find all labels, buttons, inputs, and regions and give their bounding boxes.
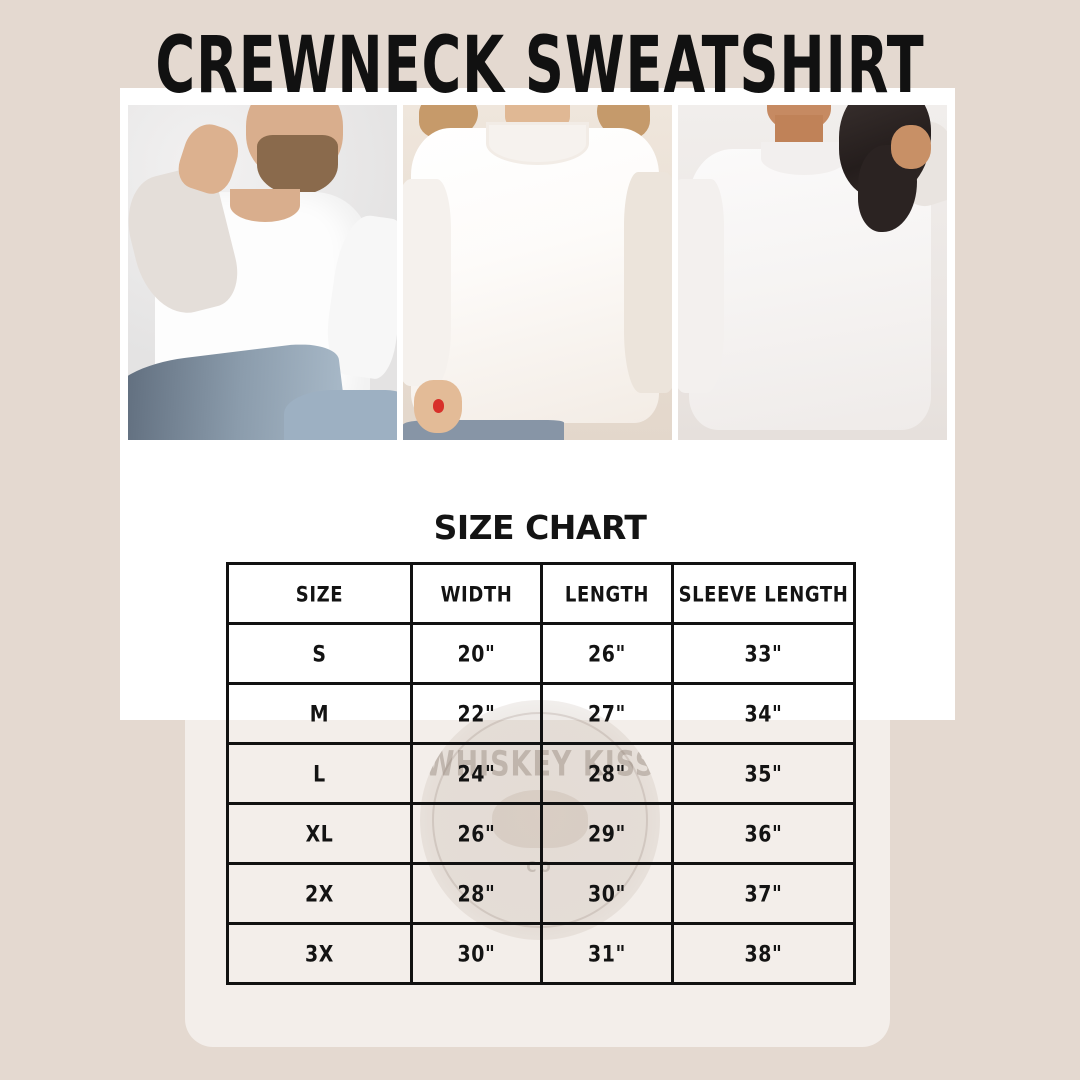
size-chart-heading: SIZE CHART (433, 508, 647, 547)
cell-length: 27" (540, 680, 674, 747)
photo-sweatshirt (411, 128, 659, 424)
size-chart-table: SIZE WIDTH LENGTH SLEEVE LENGTH S 20" 26… (226, 560, 856, 987)
cell-sleeve: 35" (671, 740, 856, 807)
cell-size: 3X (226, 920, 413, 987)
table-row: 3X 30" 31" 38" (226, 920, 856, 987)
column-header-width: WIDTH (410, 560, 543, 627)
cell-sleeve: 37" (671, 860, 856, 927)
cell-sleeve: 34" (671, 680, 856, 747)
photo-red-nail (432, 399, 445, 414)
column-header-sleeve-length: SLEEVE LENGTH (671, 560, 856, 627)
table-row: S 20" 26" 33" (226, 620, 856, 687)
photo-neckline (486, 121, 590, 165)
table-row: L 24" 28" 35" (226, 740, 856, 807)
product-photo-woman-torso (403, 105, 672, 440)
cell-width: 30" (410, 920, 543, 987)
cell-sleeve: 33" (671, 620, 856, 687)
table-header-row: SIZE WIDTH LENGTH SLEEVE LENGTH (226, 560, 856, 627)
table-row: XL 26" 29" 36" (226, 800, 856, 867)
cell-size: 2X (226, 860, 413, 927)
photo-sleeve-left (403, 178, 452, 387)
column-header-length: LENGTH (540, 560, 674, 627)
cell-size: M (226, 680, 413, 747)
cell-size: XL (226, 800, 413, 867)
photo-beard (257, 135, 338, 196)
cell-width: 26" (410, 800, 543, 867)
photo-jeans-secondary (284, 389, 397, 440)
cell-width: 22" (410, 680, 543, 747)
product-photo-woman-curly (678, 105, 947, 440)
cell-size: S (226, 620, 413, 687)
page-title: CREWNECK SWEATSHIRT (155, 18, 925, 111)
cell-width: 20" (410, 620, 543, 687)
cell-width: 28" (410, 860, 543, 927)
cell-length: 26" (540, 620, 674, 687)
table-row: M 22" 27" 34" (226, 680, 856, 747)
photo-neckline (761, 141, 848, 176)
product-photo-strip (128, 105, 947, 440)
photo-collar (230, 188, 301, 223)
cell-size: L (226, 740, 413, 807)
cell-length: 30" (540, 860, 674, 927)
photo-sleeve-right (623, 172, 672, 394)
cell-sleeve: 38" (671, 920, 856, 987)
cell-sleeve: 36" (671, 800, 856, 867)
cell-width: 24" (410, 740, 543, 807)
photo-hand (890, 125, 931, 169)
table-row: 2X 28" 30" 37" (226, 860, 856, 927)
column-header-size: SIZE (226, 560, 413, 627)
cell-length: 31" (540, 920, 674, 987)
cell-length: 28" (540, 740, 674, 807)
photo-sleeve-left (678, 178, 724, 394)
product-photo-man (128, 105, 397, 440)
cell-length: 29" (540, 800, 674, 867)
